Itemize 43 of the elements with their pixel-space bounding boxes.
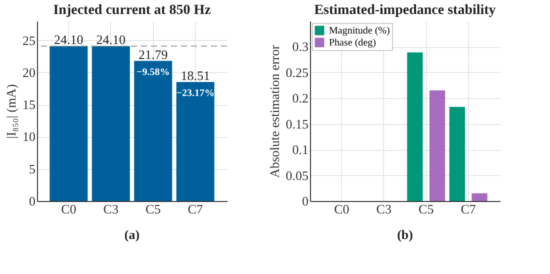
bar (407, 52, 423, 201)
bar (449, 106, 465, 201)
y-tick-label: 0 (302, 194, 308, 208)
x-tick-label: C0 (334, 202, 350, 216)
chart-title: Estimated-impedance stability (314, 3, 496, 18)
legend-label: Phase (deg) (329, 38, 376, 48)
y-tick-label: 0.3 (292, 39, 308, 54)
y-tick-label: 0.15 (286, 116, 308, 132)
x-tick-label: C5 (418, 202, 434, 216)
bar (50, 46, 88, 201)
y-tick-label: 15 (22, 97, 36, 112)
data-label: 24.10 (96, 32, 126, 48)
x-tick-label: C3 (103, 202, 118, 216)
text: (a) (124, 227, 140, 242)
x-tick-label: C7 (460, 202, 476, 216)
annotation: −23.17% (176, 88, 214, 100)
x-tick-label: C5 (146, 202, 161, 216)
text: (b) (397, 227, 413, 242)
x-tick-label: C3 (376, 202, 392, 216)
x-tick-label: C0 (61, 202, 76, 216)
bar (472, 193, 488, 201)
data-label: 18.51 (180, 68, 210, 84)
y-tick-label: 0.05 (286, 168, 308, 183)
y-tick-label: 0 (29, 194, 36, 208)
y-tick-label: 5 (29, 161, 36, 176)
y-tick-label: 0.25 (286, 64, 308, 80)
legend-label: Magnitude (%) (329, 26, 390, 36)
data-label: 24.10 (54, 32, 84, 48)
y-tick-label: 25 (22, 32, 36, 48)
bar (134, 60, 172, 201)
annotation: −9.58% (136, 66, 170, 78)
y-tick-label: 0.1 (292, 142, 308, 158)
y-axis-title: |I₈₅₀| (mA) (4, 84, 18, 139)
y-axis-title: Absolute estimation error (266, 44, 282, 178)
bar (176, 82, 214, 201)
bar (92, 46, 130, 201)
y-tick-label: 0.2 (292, 90, 308, 106)
y-tick-label: 10 (22, 129, 36, 144)
chart-title: Injected current at 850 Hz (53, 3, 211, 18)
data-label: 21.79 (138, 46, 168, 62)
y-tick-label: 20 (22, 64, 36, 80)
x-tick-label: C7 (188, 202, 204, 216)
bar (429, 90, 446, 201)
